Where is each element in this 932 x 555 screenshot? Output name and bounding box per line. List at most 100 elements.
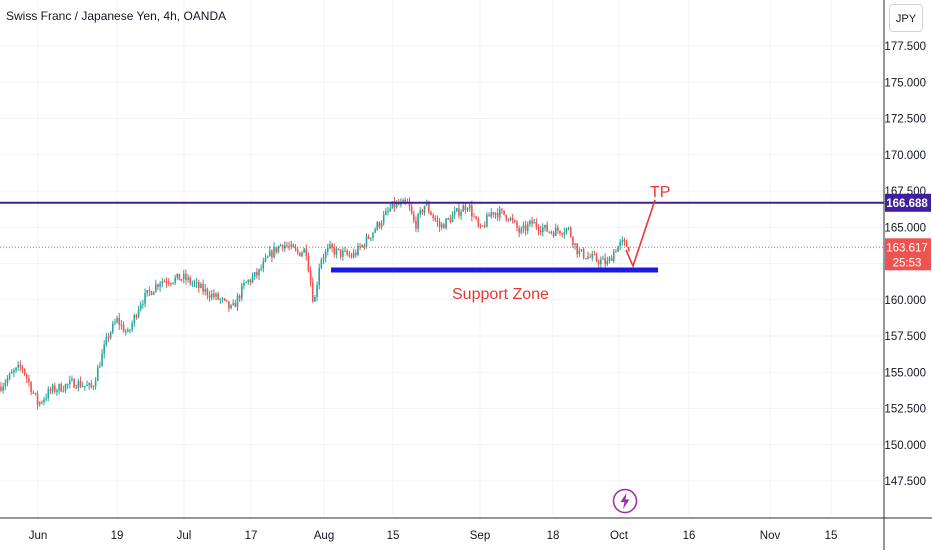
candle [243,279,245,290]
candle [41,400,43,405]
candle [346,248,348,257]
currency-button[interactable]: JPY [889,4,923,32]
candle [580,248,583,252]
candle [238,294,241,302]
candle [413,210,415,223]
candle [548,231,551,234]
candle [112,320,114,335]
candle [514,219,516,224]
candle [453,206,456,220]
candle [47,386,50,402]
y-tick-label: 175.000 [884,77,926,89]
candle [215,292,217,301]
candle [576,242,578,258]
candle [279,243,282,247]
candle [574,243,576,250]
candle [62,385,65,393]
candle [200,282,202,289]
candle [208,290,211,302]
candle [94,377,97,390]
candle [182,269,185,284]
candle [380,220,383,230]
candle [443,222,445,229]
x-tick-label: 18 [547,530,560,542]
x-tick-label: Sep [470,530,490,542]
candle [34,392,37,396]
candle [228,301,230,312]
candle [124,328,127,336]
candle [148,286,151,297]
candle [64,383,67,394]
candle [563,227,566,239]
x-tick-label: 16 [683,530,696,542]
candle [221,296,224,303]
candle [249,278,252,286]
candle [385,207,387,216]
candle [337,248,340,251]
candle [101,348,103,367]
candle [376,220,379,232]
candle [247,278,250,285]
candle [275,246,277,255]
y-tick-label: 147.500 [884,476,926,488]
candle [387,206,389,216]
y-tick-label: 172.500 [884,114,926,126]
candle [219,297,222,304]
candle [423,205,426,216]
candle [475,215,477,221]
candle [578,247,581,258]
candle [419,207,422,218]
candle [301,250,303,258]
candle [58,383,60,395]
candle [26,372,28,384]
candle [537,224,540,236]
y-tick-label: 170.000 [884,150,926,162]
candle [66,383,69,390]
candle [342,247,344,261]
candle [492,211,495,218]
candle [49,386,52,395]
candle [245,281,247,284]
candle [511,213,514,224]
candle [107,333,110,343]
resistance-price-badge: 166.688 [885,193,931,212]
x-tick-label: 15 [825,530,838,542]
candle [604,253,606,268]
candle [176,273,179,280]
x-tick-label: Nov [760,530,781,542]
candle [241,282,243,302]
candle [447,217,449,220]
candle [69,375,71,389]
candle [92,385,95,391]
candle [464,202,467,214]
candle [75,384,78,390]
symbol-title: Swiss Franc / Japanese Yen, 4h, OANDA [6,9,227,23]
candle [552,230,555,239]
x-tick-label: Jul [177,530,192,542]
candle [585,257,587,260]
candle [324,249,327,263]
candle [174,274,176,286]
y-tick-label: 165.000 [884,222,926,234]
candle [421,208,424,216]
candle [619,239,621,251]
candle [251,272,254,284]
candle [589,253,591,259]
candle [542,223,544,237]
target-projection-arrow[interactable] [625,199,656,269]
candle [524,220,527,236]
candle [311,277,314,303]
candle [43,396,45,406]
candle [191,280,194,288]
candle [331,242,333,253]
candle [438,217,441,232]
candle [90,379,93,389]
candle [402,198,404,202]
candle [253,271,256,281]
candle [296,247,299,256]
candle [8,372,11,381]
candle [501,208,503,214]
lightning-event-icon[interactable] [612,488,638,514]
